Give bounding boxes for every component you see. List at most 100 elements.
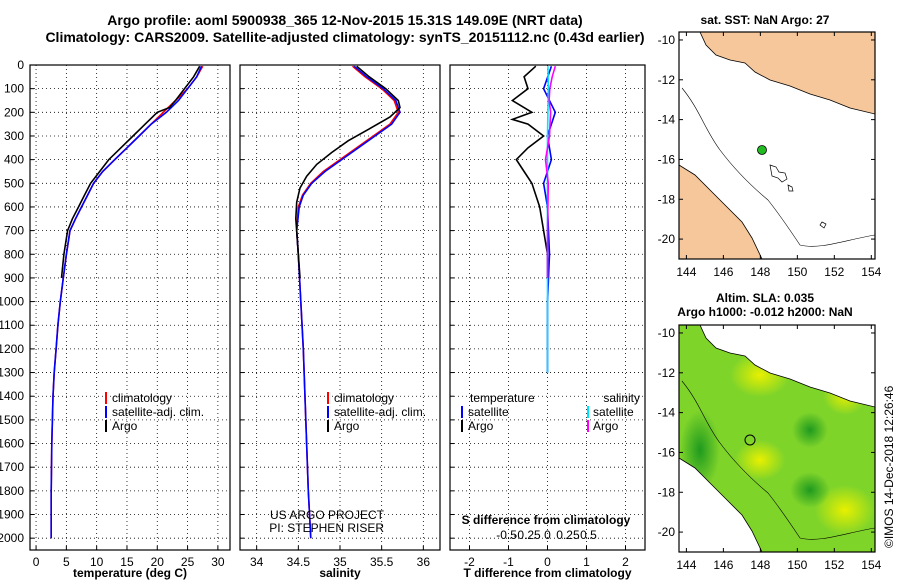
- depth-tick-label: 1700: [0, 460, 24, 474]
- depth-tick-label: 1300: [0, 366, 24, 380]
- diff-legend-temperature: temperature: [470, 391, 535, 405]
- map-lon-label: 150: [787, 558, 807, 572]
- sla-map-ticks: -10 -12 -14 -16 -18 -20 144 146 148 150 152 154: [658, 325, 882, 572]
- sst-map-argo-marker: [757, 145, 767, 155]
- map-lat-label: -20: [658, 525, 676, 539]
- x-axis-label: salinity: [319, 566, 361, 580]
- sst-map-land-north: [679, 32, 875, 115]
- legend-argo: Argo: [334, 419, 360, 433]
- figure-title-line1: Argo profile: aoml 5900938_365 12-Nov-20…: [107, 12, 582, 28]
- imos-credit: ©IMOS 14-Dec-2018 12:26:46: [882, 385, 896, 548]
- sla-map-high: [815, 485, 875, 535]
- sst-map: sat. SST: NaN Argo: 27 -10 -12 -14 -16 -18 -2…: [658, 13, 882, 279]
- map-lon-label: 144: [676, 265, 696, 279]
- x-tick-label: 35: [333, 555, 347, 569]
- map-lat-label: -16: [658, 445, 676, 459]
- depth-tick-label: 1500: [0, 413, 24, 427]
- sla-map-title-line2: Argo h1000: -0.012 h2000: NaN: [677, 305, 852, 319]
- depth-tick-label: 800: [4, 247, 24, 261]
- x-axis-label: temperature (deg C): [73, 566, 187, 580]
- series-line: [60, 65, 201, 278]
- x-tick-label: 20: [151, 555, 165, 569]
- legend-argo: Argo: [112, 419, 138, 433]
- diff-legend-salinity: salinity: [603, 391, 640, 405]
- x-tick-label: 1: [583, 555, 590, 569]
- series-line: [295, 65, 401, 539]
- x-tick-label: 0: [33, 555, 40, 569]
- s-tick-label: -0.5: [496, 528, 517, 542]
- depth-tick-label: 200: [4, 105, 24, 119]
- x-tick-label: 36: [417, 555, 431, 569]
- s-tick-label: 0.5: [580, 528, 597, 542]
- sla-map-high: [735, 440, 785, 480]
- sla-map-frame: [678, 324, 876, 553]
- map-lat-label: -12: [658, 366, 676, 380]
- depth-tick-label: 0: [17, 58, 24, 72]
- map-lat-label: -14: [658, 113, 676, 127]
- map-lat-label: -14: [658, 406, 676, 420]
- depth-tick-label: 1000: [0, 295, 24, 309]
- depth-tick-label: 300: [4, 129, 24, 143]
- x-tick-label: 0: [544, 555, 551, 569]
- difference-legend: temperature salinity satellite Argo sate…: [461, 391, 640, 527]
- depth-tick-label: 1400: [0, 389, 24, 403]
- map-lat-label: -18: [658, 192, 676, 206]
- x-tick-label: 30: [211, 555, 225, 569]
- legend-climatology: climatology: [334, 391, 394, 405]
- depth-tick-label: 100: [4, 82, 24, 96]
- x-tick-label: 35.5: [370, 555, 394, 569]
- s-tick-label: 0.25: [556, 528, 580, 542]
- map-lon-label: 148: [750, 265, 770, 279]
- map-lat-label: -10: [658, 326, 676, 340]
- map-lon-label: 148: [750, 558, 770, 572]
- x-tick-label: 5: [63, 555, 70, 569]
- map-lon-label: 146: [713, 558, 733, 572]
- sst-map-reefs: [769, 164, 827, 229]
- depth-tick-label: 700: [4, 224, 24, 238]
- x-tick-label: 34: [250, 555, 264, 569]
- x-tick-label: 15: [120, 555, 134, 569]
- map-lat-label: -12: [658, 73, 676, 87]
- diff-legend-temp-satellite: satellite: [468, 405, 509, 419]
- depth-tick-label: 2000: [0, 531, 24, 545]
- sla-map-land-north: [679, 325, 875, 408]
- depth-tick-label: 1800: [0, 484, 24, 498]
- series-line: [509, 65, 549, 278]
- depth-tick-label: 1200: [0, 342, 24, 356]
- legend-satellite: satellite-adj. clim.: [112, 405, 204, 419]
- x-tick-label: 34.5: [287, 555, 311, 569]
- x-tick-label: 2: [622, 555, 629, 569]
- x-axis-label: T difference from climatology: [463, 566, 631, 580]
- map-lat-label: -18: [658, 485, 676, 499]
- temperature-panel: 0100200300400500600700800900100011001200…: [0, 58, 231, 580]
- depth-tick-label: 400: [4, 153, 24, 167]
- temperature-legend: climatology satellite-adj. clim. Argo: [105, 391, 204, 433]
- legend-satellite: satellite-adj. clim.: [334, 405, 426, 419]
- sst-map-ticks: -10 -12 -14 -16 -18 -20 144 146 148 150 152 154: [658, 32, 882, 279]
- depth-tick-label: 600: [4, 200, 24, 214]
- series-line: [544, 65, 557, 278]
- sst-map-land-australia: [679, 164, 763, 259]
- sst-map-contour: [681, 87, 875, 247]
- diff-legend-sal-satellite: satellite: [593, 405, 634, 419]
- s-tick-label: 0: [544, 528, 551, 542]
- series-line: [50, 65, 203, 539]
- series-line: [295, 65, 400, 539]
- sla-map-argo-marker: [744, 434, 756, 446]
- map-lon-label: 152: [824, 265, 844, 279]
- sla-map-land-australia: [679, 457, 763, 552]
- map-lon-label: 150: [787, 265, 807, 279]
- series-line: [542, 65, 557, 373]
- project-credit-line1: US ARGO PROJECT: [270, 508, 385, 522]
- x-tick-label: 25: [181, 555, 195, 569]
- diff-legend-temp-argo: Argo: [468, 419, 494, 433]
- x-tick-label: -2: [464, 555, 475, 569]
- series-line: [294, 65, 401, 278]
- map-lon-label: 154: [861, 265, 881, 279]
- sla-map-low: [792, 412, 828, 448]
- sst-map-title: sat. SST: NaN Argo: 27: [701, 13, 830, 27]
- salinity-panel: 34 34.5 35 35.5 36 salinity: [239, 64, 441, 580]
- map-lon-label: 146: [713, 265, 733, 279]
- depth-tick-label: 1900: [0, 508, 24, 522]
